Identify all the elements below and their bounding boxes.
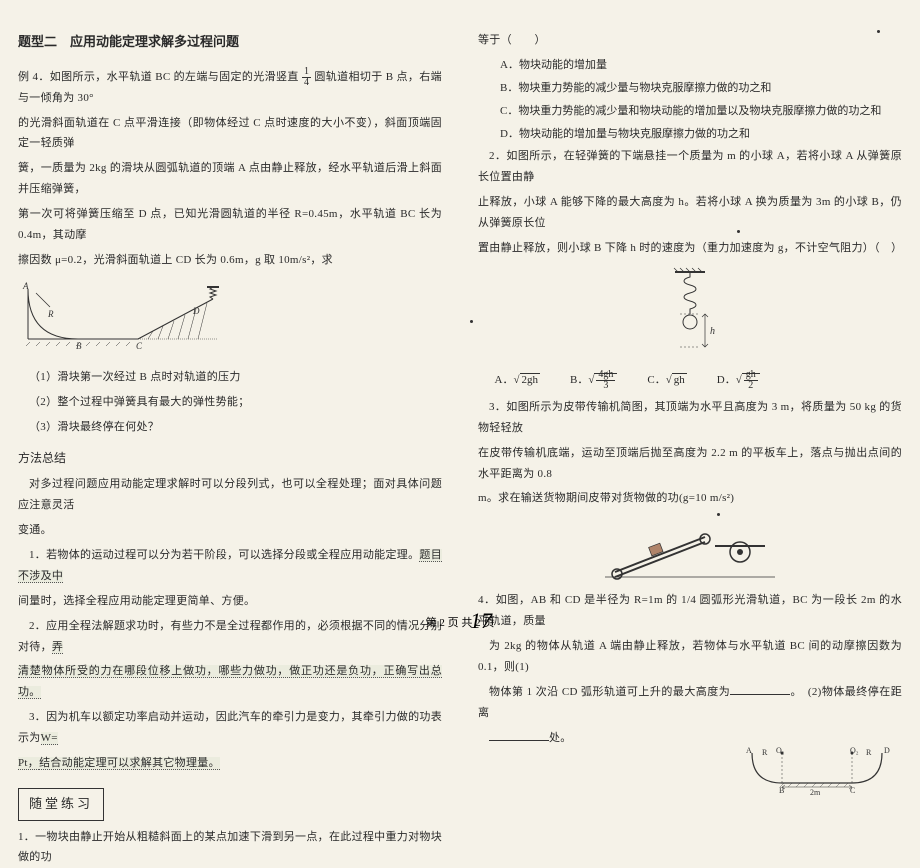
q4-line2: 为 2kg 的物体从轨道 A 端由静止释放，若物体与水平轨道 BC 间的动摩擦因… [478, 636, 902, 678]
q2-choices: A．√2gh B．√4gh3 C．√gh D．√gh2 [478, 370, 902, 391]
svg-text:A: A [746, 746, 752, 755]
text: 物体第 1 次沿 CD 弧形轨道可上升的最大高度为 [489, 686, 730, 698]
text: 例 4．如图所示，水平轨道 BC 的左端与固定的光滑竖直 [18, 71, 299, 83]
bot: 3 [596, 381, 615, 391]
label: D． [717, 374, 736, 386]
q3-line2: 在皮带传输机底端，运动至顶端后抛至高度为 2.2 m 的平板车上，落点与抛出点间… [478, 443, 902, 485]
track-svg: A B R C D [18, 279, 238, 359]
q4-line3: 物体第 1 次沿 CD 弧形轨道可上升的最大高度为。 (2)物体最终停在距离 [478, 682, 902, 724]
spring-svg: h [660, 267, 720, 362]
text: 处。 [549, 732, 572, 744]
val: gh [672, 373, 687, 386]
arc-track-svg: A R O₁ O₂ R D B C 2m [732, 743, 902, 798]
question-2: （2）整个过程中弹簧具有最大的弹性势能； [18, 392, 442, 413]
option-c: C．物块重力势能的减少量和物块动能的增加量以及物块克服摩擦力做的功之和 [500, 101, 902, 122]
fraction-1-4: 1 4 [302, 67, 311, 88]
svg-text:C: C [136, 341, 143, 351]
svg-text:O₁: O₁ [776, 746, 785, 755]
val: 2gh [520, 373, 541, 386]
page-footer: 第 2 页 共 2 页 [0, 614, 920, 630]
q3-line1: 3．如图所示为皮带传输机简图，其顶端为水平且高度为 3 m，将质量为 50 kg… [478, 397, 902, 439]
blank-2 [489, 740, 549, 741]
diagram-conveyor [478, 517, 902, 582]
method-heading: 方法总结 [18, 447, 442, 470]
q2-line1: 2．如图所示，在轻弹簧的下端悬挂一个质量为 m 的小球 A，若将小球 A 从弹簧… [478, 146, 902, 188]
q3-line3: m。求在输送货物期间皮带对货物做的功(g=10 m/s²) [478, 488, 902, 509]
text-hl: W= [41, 732, 58, 745]
choice-a: A．√2gh [495, 370, 541, 391]
svg-text:R: R [762, 748, 768, 757]
practice-q1: 1．一物块由静止开始从粗糙斜面上的某点加速下滑到另一点，在此过程中重力对物块做的… [18, 827, 442, 868]
frac: gh2 [742, 373, 760, 386]
label: A． [495, 374, 514, 386]
scan-dot [470, 320, 473, 323]
method-2c: 间量时，选择全程应用动能定理更简单、方便。 [18, 591, 442, 612]
left-column: 题型二 应用动能定理求解多过程问题 例 4．如图所示，水平轨道 BC 的左端与固… [0, 0, 460, 636]
example4-line2: 的光滑斜面轨道在 C 点平滑连接（即物体经过 C 点时速度的大小不变），斜面顶端… [18, 113, 442, 155]
page-spread: 题型二 应用动能定理求解多过程问题 例 4．如图所示，水平轨道 BC 的左端与固… [0, 0, 920, 636]
bot: 2 [744, 381, 758, 391]
svg-text:R: R [866, 748, 872, 757]
q2-line2: 止释放，小球 A 能够下降的最大高度为 h。若将小球 A 换为质量为 3m 的小… [478, 192, 902, 234]
diagram-arc-track: A R O₁ O₂ R D B C 2m [478, 743, 902, 798]
frac: 4gh3 [594, 373, 617, 386]
q1-continue: 等于（ ） [478, 30, 902, 51]
conveyor-svg [605, 517, 775, 582]
svg-text:D: D [192, 306, 200, 316]
svg-text:D: D [884, 746, 890, 755]
right-column: 等于（ ） A．物块动能的增加量 B．物块重力势能的减少量与物块克服摩擦力做的功… [460, 0, 920, 636]
option-b: B．物块重力势能的减少量与物块克服摩擦力做的功之和 [500, 78, 902, 99]
text: 对多过程问题应用动能定理求解时可以分段列式，也可以全程处理；面对具体问题应注意灵… [18, 478, 442, 511]
option-d: D．物块动能的增加量与物块克服摩擦力做的功之和 [500, 124, 902, 145]
diagram-spring: h [478, 267, 902, 362]
scan-dot [737, 230, 740, 233]
frac-bot: 4 [302, 78, 311, 88]
handwritten-number: 17 [470, 608, 492, 634]
method-3c: 清楚物体所受的力在哪段位移上做功，哪些力做功，做正功还是负功，正确写出总功。 [18, 661, 442, 703]
text: 3．因为机车以额定功率启动并运动，因此汽车的牵引力是变力，其牵引力做的功表示为 [18, 711, 442, 744]
text-hl: 弄 [52, 641, 63, 654]
scan-dot [717, 513, 720, 516]
svg-text:B: B [779, 786, 784, 795]
label: B． [570, 374, 588, 386]
q1-options: A．物块动能的增加量 B．物块重力势能的减少量与物块克服摩擦力做的功之和 C．物… [478, 55, 902, 145]
option-a: A．物块动能的增加量 [500, 55, 902, 76]
svg-text:C: C [850, 786, 855, 795]
example4-line5: 擦因数 μ=0.2，光滑斜面轨道上 CD 长为 0.6m，g 取 10m/s²，… [18, 250, 442, 271]
scan-dot [877, 30, 880, 33]
method-4c: Pt，结合动能定理可以求解其它物理量。 [18, 753, 442, 774]
text-hl: 清楚物体所受的力在哪段位移上做功，哪些力做功，做正功还是负功，正确写出总功。 [18, 665, 442, 699]
example4-line4: 第一次可将弹簧压缩至 D 点，已知光滑圆轨道的半径 R=0.45m，水平轨道 B… [18, 204, 442, 246]
example4-line1: 例 4．如图所示，水平轨道 BC 的左端与固定的光滑竖直 1 4 圆轨道相切于 … [18, 67, 442, 109]
svg-text:2m: 2m [810, 788, 821, 797]
text-hl: Pt， [18, 757, 39, 770]
text: 1．若物体的运动过程可以分为若干阶段，可以选择分段或全程应用动能定理。 [29, 549, 419, 561]
question-3: （3）滑块最终停在何处？ [18, 417, 442, 438]
method-4: 3．因为机车以额定功率启动并运动，因此汽车的牵引力是变力，其牵引力做的功表示为W… [18, 707, 442, 749]
choice-b: B．√4gh3 [570, 370, 617, 391]
svg-text:A: A [22, 281, 29, 291]
svg-text:h: h [710, 326, 715, 337]
practice-heading: 随堂练习 [18, 788, 104, 821]
diagram-track: A B R C D [18, 279, 442, 359]
method-1: 对多过程问题应用动能定理求解时可以分段列式，也可以全程处理；面对具体问题应注意灵… [18, 474, 442, 516]
text-hl: 结合动能定理可以求解其它物理量。 [39, 757, 220, 770]
section-title: 题型二 应用动能定理求解多过程问题 [18, 30, 442, 55]
choice-d: D．√gh2 [717, 370, 760, 391]
q2-line3: 置由静止释放，则小球 B 下降 h 时的速度为（重力加速度为 g，不计空气阻力）… [478, 238, 902, 259]
svg-text:R: R [47, 309, 54, 319]
choice-c: C．√gh [647, 370, 686, 391]
question-1: （1）滑块第一次经过 B 点时对轨道的压力 [18, 367, 442, 388]
svg-text:B: B [76, 341, 82, 351]
blank-1 [730, 694, 790, 695]
label: C． [647, 374, 665, 386]
method-1b: 变通。 [18, 520, 442, 541]
example4-line3: 簧，一质量为 2kg 的滑块从圆弧轨道的顶端 A 点由静止释放，经水平轨道后滑上… [18, 158, 442, 200]
method-2: 1．若物体的运动过程可以分为若干阶段，可以选择分段或全程应用动能定理。题目不涉及… [18, 545, 442, 587]
